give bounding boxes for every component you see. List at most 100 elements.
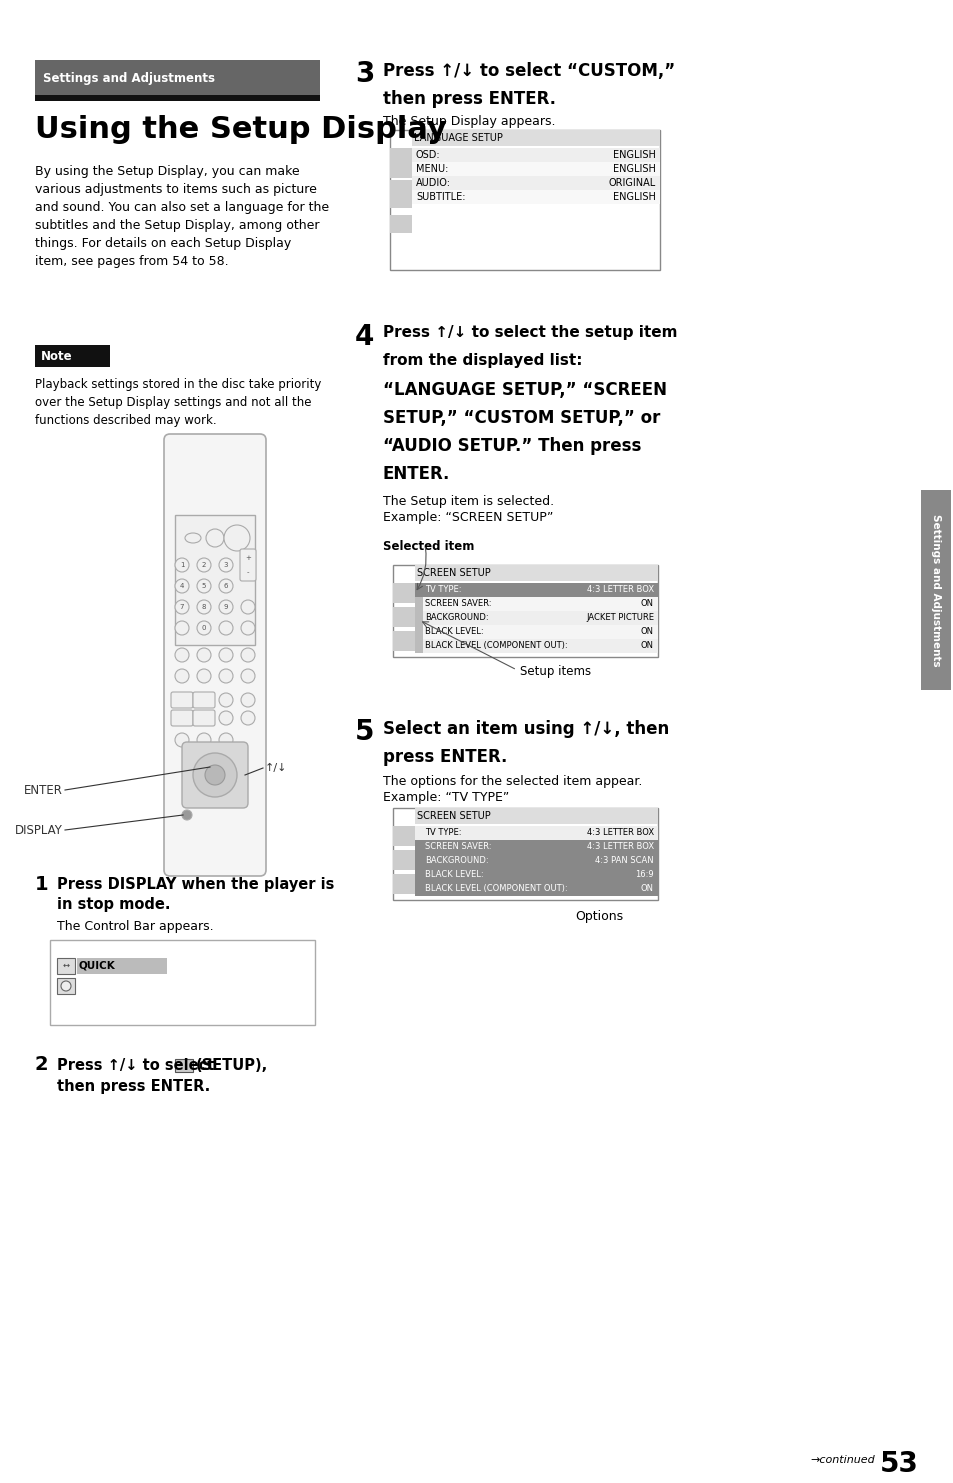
Text: 4:3 LETTER BOX: 4:3 LETTER BOX xyxy=(586,584,654,595)
Circle shape xyxy=(219,601,233,614)
Bar xyxy=(35,59,319,95)
Circle shape xyxy=(174,621,189,635)
Bar xyxy=(174,1059,193,1072)
Circle shape xyxy=(174,558,189,572)
Circle shape xyxy=(241,601,254,614)
Text: By using the Setup Display, you can make
various adjustments to items such as pi: By using the Setup Display, you can make… xyxy=(35,165,329,268)
Text: SUBTITLE:: SUBTITLE: xyxy=(416,191,465,202)
Text: press ENTER.: press ENTER. xyxy=(382,747,507,767)
Circle shape xyxy=(241,648,254,661)
Text: SCREEN SETUP: SCREEN SETUP xyxy=(416,811,490,822)
Bar xyxy=(415,611,422,624)
Circle shape xyxy=(219,578,233,593)
Text: The Setup Display appears.: The Setup Display appears. xyxy=(382,116,555,128)
Bar xyxy=(415,611,658,624)
Circle shape xyxy=(193,753,236,796)
Text: ON: ON xyxy=(640,884,654,893)
Bar xyxy=(393,630,415,651)
Circle shape xyxy=(174,648,189,661)
Circle shape xyxy=(241,621,254,635)
Circle shape xyxy=(174,733,189,747)
Text: 4:3 LETTER BOX: 4:3 LETTER BOX xyxy=(586,828,654,836)
Circle shape xyxy=(241,693,254,707)
Bar xyxy=(390,131,659,270)
Circle shape xyxy=(219,693,233,707)
Circle shape xyxy=(219,558,233,572)
Text: Press ↑/↓ to select “CUSTOM,”: Press ↑/↓ to select “CUSTOM,” xyxy=(382,62,675,80)
Text: BLACK LEVEL:: BLACK LEVEL: xyxy=(424,871,483,879)
FancyBboxPatch shape xyxy=(193,710,214,727)
Bar xyxy=(50,940,314,1025)
Ellipse shape xyxy=(185,532,201,543)
Text: ENGLISH: ENGLISH xyxy=(613,165,656,174)
Bar xyxy=(390,215,412,233)
Text: BLACK LEVEL (COMPONENT OUT):: BLACK LEVEL (COMPONENT OUT): xyxy=(424,884,567,893)
Circle shape xyxy=(196,578,211,593)
Text: 1: 1 xyxy=(179,562,184,568)
Text: ON: ON xyxy=(640,627,654,636)
Circle shape xyxy=(196,558,211,572)
Circle shape xyxy=(224,525,250,552)
Text: Settings and Adjustments: Settings and Adjustments xyxy=(930,513,940,666)
Text: 3: 3 xyxy=(224,562,228,568)
Text: Settings and Adjustments: Settings and Adjustments xyxy=(43,73,214,85)
Circle shape xyxy=(206,529,224,547)
Text: then press ENTER.: then press ENTER. xyxy=(57,1080,210,1094)
Text: LANGUAGE SETUP: LANGUAGE SETUP xyxy=(414,133,502,142)
Text: 2: 2 xyxy=(202,562,206,568)
Circle shape xyxy=(205,765,225,785)
Bar xyxy=(393,607,415,627)
Text: Press ↑/↓ to select the setup item: Press ↑/↓ to select the setup item xyxy=(382,325,677,340)
Text: “AUDIO SETUP.” Then press: “AUDIO SETUP.” Then press xyxy=(382,437,640,455)
Text: BACKGROUND:: BACKGROUND: xyxy=(424,856,488,865)
Text: SETUP,” “CUSTOM SETUP,” or: SETUP,” “CUSTOM SETUP,” or xyxy=(382,409,659,427)
Text: 1: 1 xyxy=(35,875,49,894)
Text: 3: 3 xyxy=(355,59,374,87)
Bar xyxy=(415,624,658,639)
Bar xyxy=(57,977,75,994)
Text: The Setup item is selected.: The Setup item is selected. xyxy=(382,495,554,509)
Circle shape xyxy=(219,669,233,684)
Text: Using the Setup Display: Using the Setup Display xyxy=(35,116,446,144)
Bar xyxy=(415,598,422,611)
Bar xyxy=(415,565,658,581)
Text: Example: “TV TYPE”: Example: “TV TYPE” xyxy=(382,790,509,804)
Text: +: + xyxy=(245,555,251,561)
Text: Press DISPLAY when the player is
in stop mode.: Press DISPLAY when the player is in stop… xyxy=(57,876,334,912)
Circle shape xyxy=(182,810,192,820)
Bar xyxy=(920,489,950,690)
Text: 4: 4 xyxy=(355,323,374,351)
FancyBboxPatch shape xyxy=(171,693,193,707)
Text: Select an item using ↑/↓, then: Select an item using ↑/↓, then xyxy=(382,721,669,739)
Circle shape xyxy=(196,733,211,747)
Circle shape xyxy=(174,601,189,614)
Text: 8: 8 xyxy=(201,604,206,610)
Bar xyxy=(415,639,422,653)
Text: -: - xyxy=(247,569,249,575)
Bar xyxy=(412,176,659,190)
Text: 4: 4 xyxy=(179,583,184,589)
Bar xyxy=(415,826,658,839)
Circle shape xyxy=(196,648,211,661)
Bar xyxy=(415,882,658,896)
Bar xyxy=(393,583,415,604)
Text: TV TYPE:: TV TYPE: xyxy=(424,828,461,836)
Text: 7: 7 xyxy=(179,604,184,610)
Text: ENGLISH: ENGLISH xyxy=(613,150,656,160)
Circle shape xyxy=(219,648,233,661)
Text: Example: “SCREEN SETUP”: Example: “SCREEN SETUP” xyxy=(382,512,553,523)
Bar xyxy=(412,131,659,145)
Circle shape xyxy=(241,669,254,684)
Text: “LANGUAGE SETUP,” “SCREEN: “LANGUAGE SETUP,” “SCREEN xyxy=(382,381,666,399)
Circle shape xyxy=(174,578,189,593)
Bar xyxy=(390,179,412,208)
Text: 0: 0 xyxy=(201,624,206,630)
Text: BACKGROUND:: BACKGROUND: xyxy=(424,612,488,621)
Text: 4:3 LETTER BOX: 4:3 LETTER BOX xyxy=(586,842,654,851)
Text: ENTER: ENTER xyxy=(24,783,63,796)
Bar xyxy=(393,808,658,900)
Text: Note: Note xyxy=(41,350,72,363)
Text: from the displayed list:: from the displayed list: xyxy=(382,353,582,368)
Bar xyxy=(415,854,658,868)
Text: ENGLISH: ENGLISH xyxy=(613,191,656,202)
